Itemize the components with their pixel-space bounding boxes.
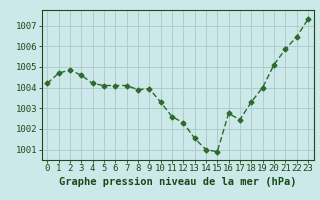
X-axis label: Graphe pression niveau de la mer (hPa): Graphe pression niveau de la mer (hPa)	[59, 177, 296, 187]
